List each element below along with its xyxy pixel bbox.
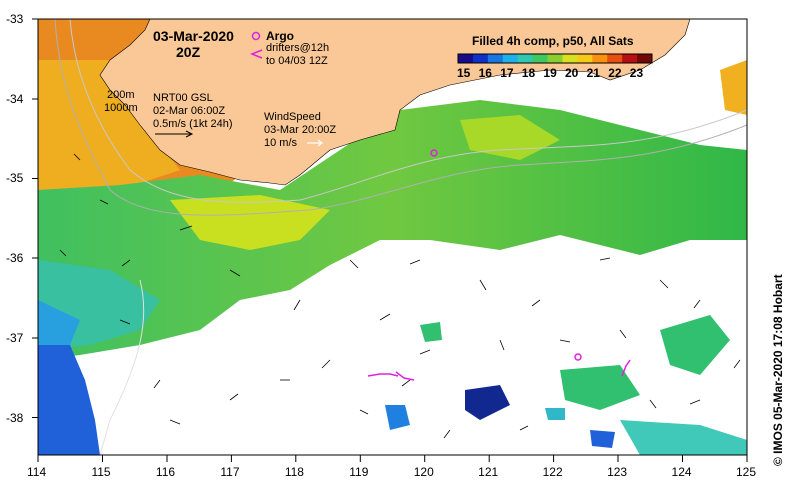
colorbar-tick-label: 23 <box>629 66 644 80</box>
colorbar-swatch <box>547 54 563 63</box>
sst-patch-5 <box>545 408 565 420</box>
y-tick-label: -34 <box>6 91 24 106</box>
sst-patch-2 <box>385 405 410 430</box>
current-arrows <box>59 153 741 439</box>
drifters-label-1: drifters@12h <box>266 42 330 54</box>
colorbar-tick-label: 16 <box>478 66 492 80</box>
current-scale-arrow <box>155 130 194 138</box>
x-tick-label: 121 <box>478 465 499 479</box>
colorbar-swatch <box>517 54 534 63</box>
argo-markers <box>430 149 582 361</box>
sst-cold-southwest <box>38 340 100 455</box>
x-tick-label: 118 <box>284 465 304 479</box>
wind-scale: 10 m/s <box>264 137 298 149</box>
x-tick-label: 115 <box>91 465 111 479</box>
colorbar-tick-label: 22 <box>608 66 622 80</box>
drifter-tracks <box>367 359 631 381</box>
sst-yellow-patch <box>170 195 330 250</box>
colorbar-swatch <box>487 54 504 63</box>
currents-source: NRT00 GSL <box>153 92 213 104</box>
wind-label: WindSpeed <box>264 111 321 123</box>
isobath-200m <box>69 19 747 203</box>
colorbar-swatch <box>577 54 593 63</box>
colorbar-tick-label: 20 <box>565 66 579 80</box>
sst-patch-4 <box>590 430 615 448</box>
x-tick-label: 117 <box>220 465 240 479</box>
isobath-200m-label: 200m <box>107 89 135 101</box>
y-tick-label: -38 <box>6 410 24 425</box>
colorbar-tick-label: 15 <box>457 66 471 80</box>
colorbar-tick-label: 18 <box>521 66 536 80</box>
x-tick-label: 120 <box>413 465 434 479</box>
wind-scale-arrow <box>307 139 323 147</box>
x-tick-label: 116 <box>155 465 176 479</box>
colorbar <box>457 53 653 64</box>
argo-legend-icon <box>251 31 261 41</box>
sst-patch-east-3 <box>620 420 747 455</box>
map-date: 03-Mar-2020 <box>153 28 234 44</box>
colorbar-swatch <box>562 54 578 63</box>
x-tick-label: 124 <box>671 465 692 479</box>
x-tick-label: 122 <box>542 465 563 479</box>
sst-patch-east-2 <box>560 365 640 410</box>
argo-label: Argo <box>266 29 294 43</box>
sst-patch-1 <box>465 385 510 420</box>
sst-cooler-southwest <box>38 300 80 345</box>
colorbar-swatch <box>472 54 489 63</box>
colorbar-tick-label: 19 <box>543 66 557 80</box>
map-border <box>37 18 748 456</box>
isobath-1000m-label: 1000m <box>104 102 138 114</box>
colorbar-swatch <box>532 54 549 63</box>
map-time: 20Z <box>176 44 201 60</box>
y-tick-label: -35 <box>6 171 24 186</box>
drifter-legend-icon <box>249 49 263 59</box>
colorbar-swatch <box>622 54 638 63</box>
colorbar-swatch <box>637 54 653 63</box>
sst-patch-east-1 <box>660 315 730 375</box>
y-tick-label: -37 <box>6 330 24 345</box>
x-tick-label: 123 <box>607 465 628 479</box>
colorbar-title: Filled 4h comp, p50, All Sats <box>472 34 634 48</box>
x-tick-label: 114 <box>27 465 47 479</box>
wind-time: 03-Mar 20:00Z <box>264 124 337 136</box>
colorbar-tick-label: 17 <box>500 66 514 80</box>
sst-patch-6 <box>720 60 747 115</box>
colorbar-border <box>457 53 653 64</box>
argo-float <box>430 149 438 157</box>
colorbar-swatch <box>607 54 623 63</box>
isobath-west <box>99 279 145 455</box>
x-tick-label: 125 <box>736 465 757 479</box>
colorbar-swatch <box>502 54 519 63</box>
colorbar-swatch <box>592 54 608 63</box>
currents-time: 02-Mar 06:00Z <box>153 105 226 117</box>
sst-patch-3 <box>420 322 442 342</box>
colorbar-swatch <box>458 54 474 63</box>
currents-scale: 0.5m/s (1kt 24h) <box>153 118 233 130</box>
y-tick-label: -33 <box>6 12 24 26</box>
argo-float <box>574 353 582 361</box>
axis-ticks <box>32 18 748 462</box>
sst-orange-band <box>38 60 180 210</box>
copyright-label: © IMOS 05-Mar-2020 17:08 Hobart <box>771 274 785 466</box>
sst-green-band <box>38 100 747 360</box>
isobath-1000m <box>54 19 747 216</box>
x-tick-label: 119 <box>349 465 369 479</box>
colorbar-tick-label: 21 <box>586 66 600 80</box>
y-tick-label: -36 <box>6 251 24 266</box>
drifters-label-2: to 04/03 12Z <box>266 55 328 67</box>
